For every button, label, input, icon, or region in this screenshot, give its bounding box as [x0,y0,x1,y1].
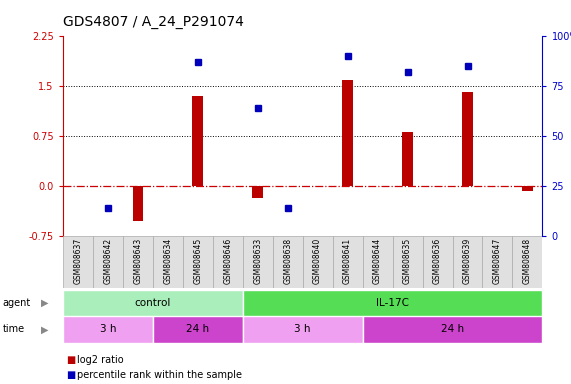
Text: GSM808643: GSM808643 [133,238,142,284]
Text: GSM808635: GSM808635 [403,238,412,284]
Text: control: control [135,298,171,308]
Text: GSM808636: GSM808636 [433,238,442,284]
Bar [303,236,332,288]
Text: ■: ■ [66,370,75,380]
Bar [63,290,243,316]
Text: IL-17C: IL-17C [376,298,409,308]
Text: 24 h: 24 h [186,324,209,334]
Text: GSM808642: GSM808642 [103,238,112,284]
Text: GSM808638: GSM808638 [283,238,292,284]
Bar [183,236,212,288]
Bar [243,290,542,316]
Bar [332,236,363,288]
Text: GSM808637: GSM808637 [73,238,82,284]
Bar [452,236,482,288]
Text: GSM808645: GSM808645 [193,238,202,284]
Text: 3 h: 3 h [295,324,311,334]
Text: GSM808641: GSM808641 [343,238,352,284]
Bar [153,236,183,288]
Bar [513,236,542,288]
Text: GSM808644: GSM808644 [373,238,382,284]
Text: ▶: ▶ [41,324,49,334]
Text: percentile rank within the sample: percentile rank within the sample [77,370,242,380]
Bar [363,236,392,288]
Text: 24 h: 24 h [441,324,464,334]
Text: log2 ratio: log2 ratio [77,355,124,365]
Bar [403,132,413,186]
Bar [243,236,273,288]
Bar [252,186,263,198]
Text: GSM808639: GSM808639 [463,238,472,284]
Bar [93,236,123,288]
Text: agent: agent [3,298,31,308]
Bar [212,236,243,288]
Bar [423,236,452,288]
Bar [132,186,143,221]
Text: GSM808634: GSM808634 [163,238,172,284]
Text: GSM808640: GSM808640 [313,238,322,284]
Bar [482,236,513,288]
Bar [363,316,542,343]
Text: GSM808633: GSM808633 [253,238,262,284]
Text: GSM808646: GSM808646 [223,238,232,284]
Bar [63,316,153,343]
Bar [63,236,93,288]
Text: ■: ■ [66,355,75,365]
Text: GSM808648: GSM808648 [523,238,532,284]
Bar [153,316,243,343]
Bar [192,96,203,186]
Text: time: time [3,324,25,334]
Text: GSM808647: GSM808647 [493,238,502,284]
Text: GDS4807 / A_24_P291074: GDS4807 / A_24_P291074 [63,15,244,29]
Bar [343,80,353,186]
Text: ▶: ▶ [41,298,49,308]
Bar [273,236,303,288]
Bar [123,236,152,288]
Text: 3 h: 3 h [99,324,116,334]
Bar [392,236,423,288]
Bar [243,316,363,343]
Bar [463,92,473,186]
Bar [522,186,533,191]
